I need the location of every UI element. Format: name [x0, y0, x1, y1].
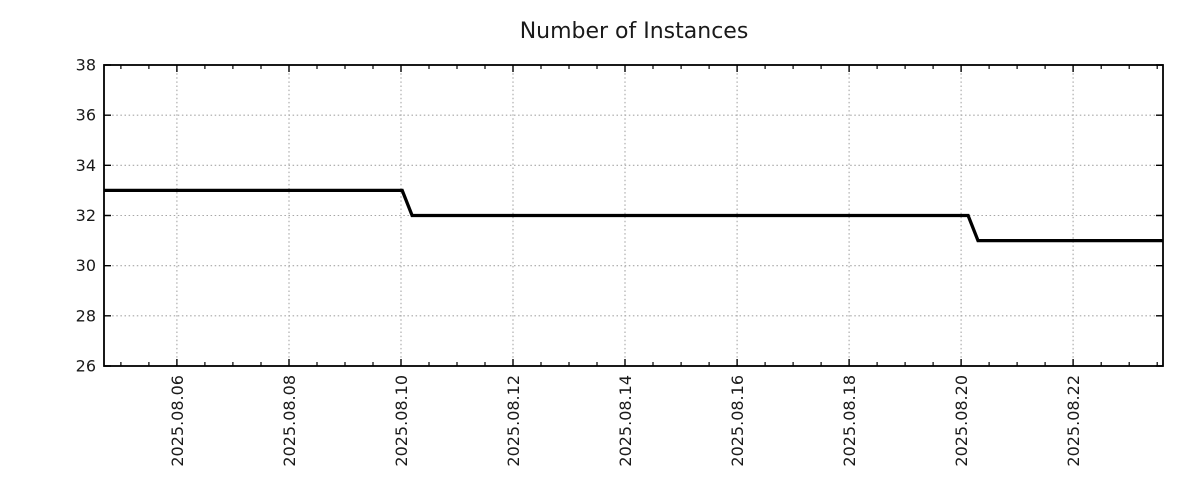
x-tick-label: 2025.08.08 [280, 375, 299, 467]
y-tick-label: 38 [76, 56, 96, 75]
series-layer [104, 188, 1163, 243]
x-tick-label: 2025.08.22 [1064, 375, 1083, 467]
x-minor-ticks [120, 65, 1158, 366]
y-tick-label: 36 [76, 106, 96, 125]
x-tick-label: 2025.08.16 [728, 375, 747, 467]
axis-layer [103, 64, 1164, 367]
x-tick-label: 2025.08.18 [840, 375, 859, 467]
x-tick-label: 2025.08.14 [616, 375, 635, 467]
x-tick-label: 2025.08.10 [392, 375, 411, 467]
x-major-ticks [176, 65, 1074, 366]
chart-title: Number of Instances [520, 19, 749, 44]
series-line-instances [104, 188, 1163, 243]
x-tick-label: 2025.08.06 [168, 375, 187, 467]
x-tick-label: 2025.08.12 [504, 375, 523, 467]
x-tick-label: 2025.08.20 [952, 375, 971, 467]
y-tick-label: 28 [76, 306, 96, 325]
y-tick-label: 30 [76, 256, 96, 275]
y-tick-label: 34 [76, 156, 96, 175]
label-layer: 26 28 30 32 34 36 38 2025.08.06 2025.08.08 2025.0… [76, 56, 1083, 467]
y-tick-label: 26 [76, 357, 96, 376]
y-ticks [104, 64, 1163, 367]
y-tick-label: 32 [76, 206, 96, 225]
